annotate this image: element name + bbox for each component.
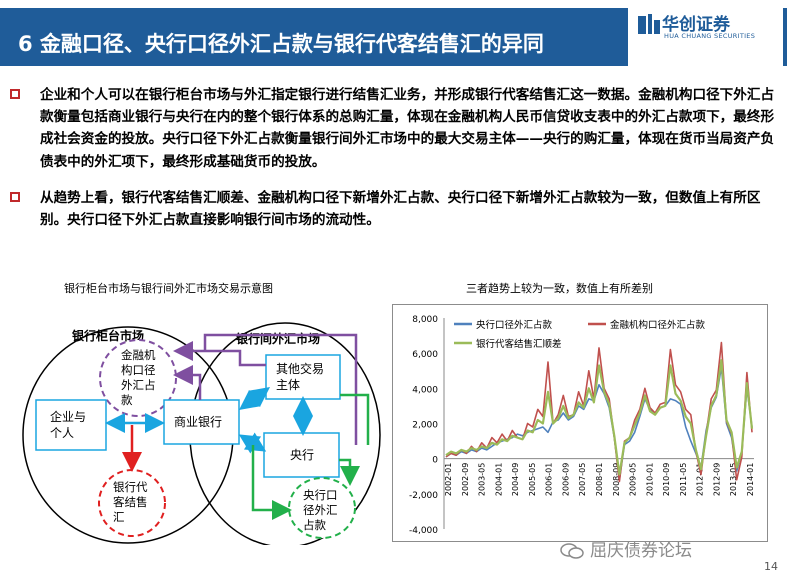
x-tick-label: 2010-09 xyxy=(662,463,671,496)
logo-mark-icon xyxy=(638,14,660,34)
x-tick-label: 2003-05 xyxy=(478,463,487,496)
x-tick-label: 2008-09 xyxy=(612,463,621,496)
fin-fx-label-4: 款 xyxy=(121,393,133,407)
fx-line-chart: 8,000 6,000 4,000 2,000 0 -2,000 -4,000 2002-01… xyxy=(409,315,755,536)
arrow-bank-to-finfx xyxy=(173,365,202,400)
logo-subtext: HUA CHUANG SECURITIES xyxy=(664,32,756,40)
x-tick-label: 2013-05 xyxy=(729,463,738,496)
x-tick-label: 2008-01 xyxy=(595,463,604,496)
cb-fx-node xyxy=(288,477,356,539)
arrow-other-to-finfx xyxy=(173,341,266,367)
y-tick-label: 8,000 xyxy=(412,315,438,325)
y-tick-label: 2,000 xyxy=(412,421,438,431)
counter-market-label: 银行柜台市场 xyxy=(72,328,144,343)
other-entities-node xyxy=(265,354,341,400)
y-tick-label: -4,000 xyxy=(409,526,438,536)
bullet-text: 企业和个人可以在银行柜台市场与外汇指定银行进行结售汇业务，并形成银行代客结售汇这… xyxy=(40,87,775,170)
company-logo: 华创证券 HUA CHUANG SECURITIES xyxy=(628,8,783,66)
watermark-text: 屈庆债券论坛 xyxy=(590,541,692,561)
cb-fx-label-1: 央行口 xyxy=(303,488,338,502)
fin-fx-label-1: 金融机 xyxy=(121,348,156,362)
bank-client-label-2: 客结售 xyxy=(113,495,148,509)
commercial-bank-label: 商业银行 xyxy=(174,414,222,429)
x-tick-label: 2002-01 xyxy=(444,463,453,496)
series-line-2 xyxy=(445,341,753,483)
x-tick-label: 2009-05 xyxy=(629,463,638,496)
other-entities-label-2: 主体 xyxy=(276,378,300,392)
x-tick-label: 2002-09 xyxy=(461,463,470,496)
watermark: 屈庆债券论坛 xyxy=(560,536,692,561)
central-bank-label: 央行 xyxy=(290,448,314,462)
legend-label: 金融机构口径外汇占款 xyxy=(610,319,706,331)
arrow-cb-to-finfx xyxy=(203,333,358,445)
fin-fx-label-3: 外汇占 xyxy=(121,378,156,392)
cb-fx-label-3: 占款 xyxy=(303,518,326,532)
x-tick-label: 2012-01 xyxy=(696,463,705,496)
bullet-item: 从趋势上看，银行代客结售汇顺差、金融机构口径下新增外汇占款、央行口径下新增外汇占… xyxy=(10,187,775,231)
fx-market-diagram: 银行柜台市场 银行间外汇市场 金融机 构口径 外汇占 款 企业与 个人 商业银行… xyxy=(22,322,381,545)
legend-label: 银行代客结售汇顺差 xyxy=(476,338,562,350)
x-tick-label: 2005-05 xyxy=(528,463,537,496)
logo-text: 华创证券 xyxy=(662,15,730,35)
bullet-text: 从趋势上看，银行代客结售汇顺差、金融机构口径下新增外汇占款、央行口径下新增外汇占… xyxy=(40,189,761,229)
interbank-market-label: 银行间外汇市场 xyxy=(236,331,320,346)
y-tick-label: 6,000 xyxy=(412,350,438,360)
x-tick-label: 2004-09 xyxy=(511,463,520,496)
legend-label: 央行口径外汇占款 xyxy=(476,319,553,331)
enterprise-node xyxy=(35,399,107,451)
x-tick-label: 2010-01 xyxy=(645,463,654,496)
enterprise-label-2: 个人 xyxy=(50,426,74,440)
bullet-item: 企业和个人可以在银行柜台市场与外汇指定银行进行结售汇业务，并形成银行代客结售汇这… xyxy=(10,84,775,173)
arrow-bank-other xyxy=(238,387,271,410)
x-tick-label: 2011-05 xyxy=(679,463,688,496)
bank-client-label-3: 汇 xyxy=(113,510,125,524)
series-line-3 xyxy=(445,359,754,476)
chat-bubble-icon xyxy=(560,543,584,559)
chart-frame xyxy=(392,304,768,542)
fin-fx-label-2: 构口径 xyxy=(121,363,156,377)
x-tick-label: 2006-09 xyxy=(561,463,570,496)
y-tick-label: 4,000 xyxy=(412,385,438,395)
arrow-other-to-cbfx xyxy=(340,393,370,445)
page-title: 6 金融口径、央行口径外汇占款与银行代客结售汇的异同 xyxy=(18,32,544,56)
x-tick-label: 2007-05 xyxy=(578,463,587,496)
page-number: 14 xyxy=(764,560,778,573)
x-tick-label: 2006-01 xyxy=(545,463,554,496)
bank-client-label-1: 银行代 xyxy=(113,480,148,494)
diagram-caption: 银行柜台市场与银行间外汇市场交易示意图 xyxy=(64,282,273,295)
checkbox-bullet-icon xyxy=(10,191,20,202)
x-tick-label: 2012-09 xyxy=(712,463,721,496)
checkbox-bullet-icon xyxy=(10,89,20,99)
commercial-bank-node xyxy=(163,399,240,445)
chart-caption: 三者趋势上较为一致，数值上有所差别 xyxy=(466,282,653,295)
y-tick-label: 0 xyxy=(432,456,438,466)
arrow-bank-to-cbfx xyxy=(251,445,292,520)
y-tick-label: -2,000 xyxy=(409,491,438,501)
x-tick-label: 2014-01 xyxy=(746,463,755,496)
arrow-bank-cb xyxy=(238,432,267,454)
title-bar: 6 金融口径、央行口径外汇占款与银行代客结售汇的异同 华创证券 HUA CHUA… xyxy=(0,8,787,66)
arrow-cb-to-cbfx xyxy=(339,458,360,486)
cb-fx-label-2: 径外汇 xyxy=(303,503,338,517)
enterprise-label-1: 企业与 xyxy=(50,409,86,424)
other-entities-label-1: 其他交易 xyxy=(276,361,324,376)
bullet-list: 企业和个人可以在银行柜台市场与外汇指定银行进行结售汇业务，并形成银行代客结售汇这… xyxy=(10,84,775,245)
x-tick-label: 2004-01 xyxy=(494,463,503,496)
